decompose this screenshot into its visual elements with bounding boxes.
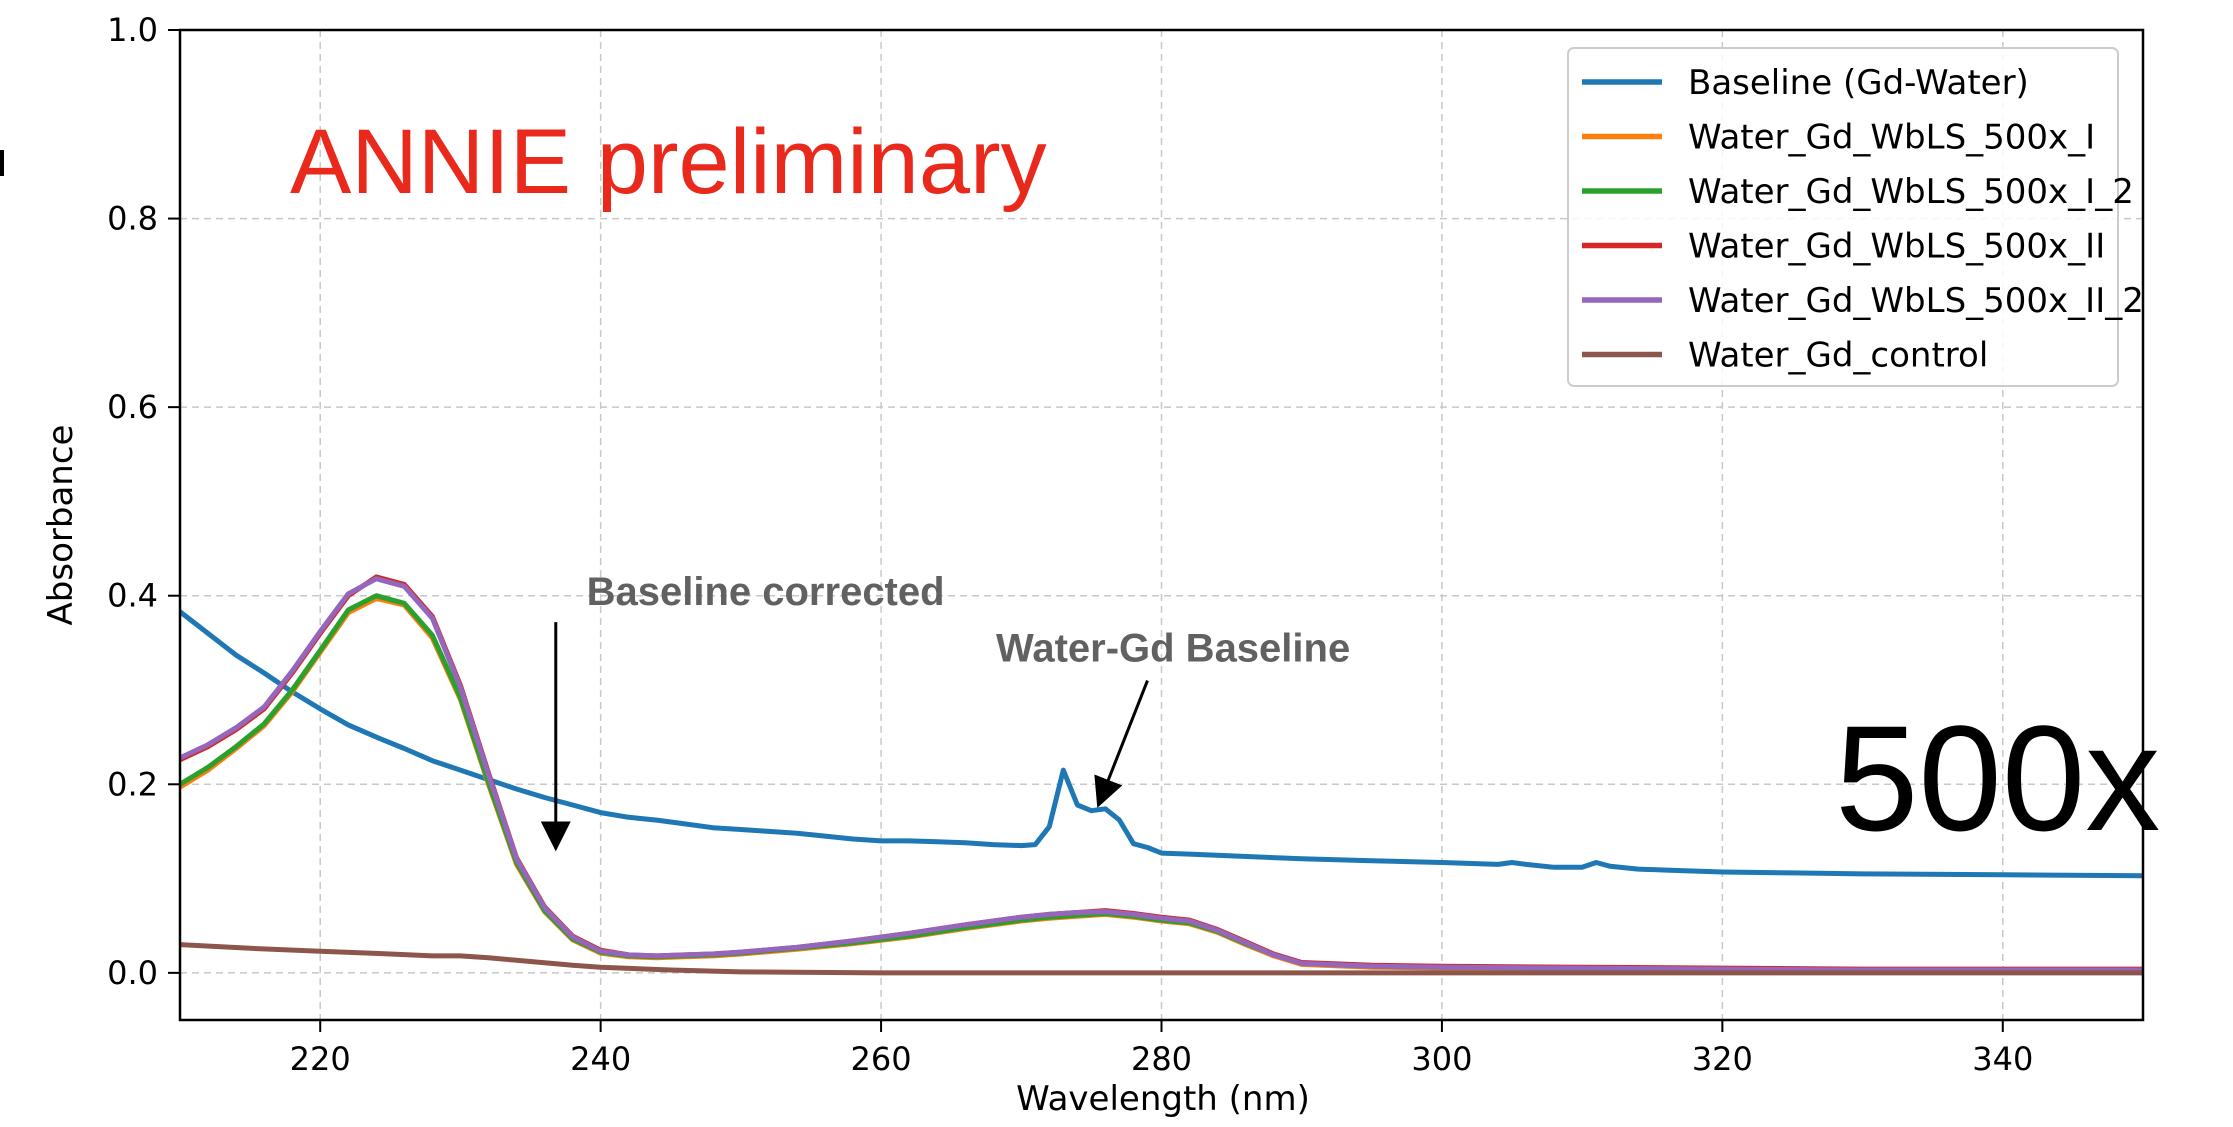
watermark-text: ANNIE preliminary [290,111,1047,213]
y-tick-label: 1.0 [107,11,158,49]
y-tick-label: 0.0 [107,954,158,992]
legend-label-3: Water_Gd_WbLS_500x_I_2 [1688,172,2134,212]
concentration-label: 500x [1835,694,2160,862]
legend-label-5: Water_Gd_WbLS_500x_II_2 [1688,281,2144,321]
legend-label-1: Baseline (Gd-Water) [1688,63,2029,103]
annotation-text-2: Water-Gd Baseline [996,627,1350,671]
series-lines [180,574,2143,976]
y-tick-label: 0.4 [107,577,158,615]
legend-box [1567,47,2119,387]
x-tick-label: 280 [1131,1040,1192,1078]
y-axis-label: Absorbance [41,425,81,626]
x-tick-label: 340 [1972,1040,2033,1078]
axis-ticks: 220 240 260 280 300 320 340 0.0 0.2 0.4 0.6 0.8 1.0 [107,11,2033,1078]
x-tick-label: 300 [1411,1040,1472,1078]
x-tick-label: 320 [1692,1040,1753,1078]
series-line-1 [180,609,2143,879]
legend-label-4: Water_Gd_WbLS_500x_II [1688,227,2105,267]
y-tick-label: 0.2 [107,765,158,803]
annotations: Baseline corrected Water-Gd Baseline [540,570,1350,852]
edge-mark [0,150,4,176]
series-line-6 [180,942,2143,976]
y-tick-label: 0.8 [107,200,158,238]
x-tick-label: 260 [851,1040,912,1078]
legend-label-6: Water_Gd_control [1688,336,1988,376]
annotation-text-1: Baseline corrected [587,570,945,614]
legend: Baseline (Gd-Water) Water_Gd_WbLS_500x_I W… [1567,47,2144,387]
legend-label-2: Water_Gd_WbLS_500x_I [1688,118,2095,158]
series-line-5 [180,576,2143,973]
x-tick-label: 220 [290,1040,351,1078]
x-tick-label: 240 [570,1040,631,1078]
y-tick-label: 0.6 [107,388,158,426]
x-axis-label: Wavelength (nm) [1016,1079,1310,1119]
annotation-arrow-2 [1094,680,1149,808]
